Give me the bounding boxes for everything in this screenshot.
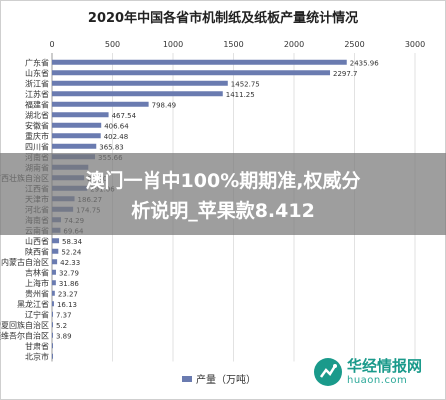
bar xyxy=(52,301,54,307)
bar xyxy=(52,101,149,107)
data-label: 42.33 xyxy=(60,259,80,267)
watermark: 华经情报网 huaon.com xyxy=(313,352,435,392)
chart-title: 2020年中国各省市机制纸及纸板产量统计情况 xyxy=(88,10,358,26)
category-label: 山西省 xyxy=(25,236,49,246)
bar xyxy=(52,122,102,128)
overlay-line-2: 析说明_苹果款8.412 xyxy=(131,200,315,222)
legend-swatch xyxy=(182,376,192,382)
legend-label: 产量（万吨） xyxy=(196,373,256,386)
category-label: 四川省 xyxy=(25,141,49,151)
data-label: 3.89 xyxy=(56,332,72,340)
x-tick-label: 3000 xyxy=(405,40,425,49)
category-label: 重庆市 xyxy=(25,131,49,141)
data-label: 365.83 xyxy=(99,143,124,151)
data-label: 16.13 xyxy=(57,301,77,309)
bar xyxy=(52,353,53,359)
category-label: 贵州省 xyxy=(25,288,49,298)
bar xyxy=(52,269,56,275)
data-label: 402.48 xyxy=(104,133,128,141)
data-label: 1411.25 xyxy=(226,91,255,99)
overlay-caption: 澳门一肖中100%期期准,权威分 析说明_苹果款8.412 xyxy=(12,166,434,226)
bar xyxy=(52,280,56,286)
category-label: 新疆维吾尔自治区 xyxy=(0,330,49,340)
watermark-logo-icon xyxy=(314,358,342,386)
category-label: 内蒙古自治区 xyxy=(1,257,49,267)
legend: 产量（万吨） xyxy=(182,373,256,386)
category-label: 辽宁省 xyxy=(25,309,49,319)
data-label: 2297.7 xyxy=(333,70,358,78)
x-tick-label: 1500 xyxy=(223,40,243,49)
data-label: 798.49 xyxy=(152,101,177,109)
x-tick-label: 2000 xyxy=(284,40,304,49)
category-label: 上海市 xyxy=(25,278,49,288)
category-label: 安徽省 xyxy=(25,120,49,130)
watermark-url: huaon.com xyxy=(347,374,408,386)
category-label: 宁夏回族自治区 xyxy=(0,320,49,330)
bar xyxy=(52,80,228,86)
category-label: 甘肃省 xyxy=(25,341,49,351)
bar xyxy=(52,311,53,317)
bar xyxy=(52,290,55,296)
bar xyxy=(52,332,53,338)
bar xyxy=(52,70,331,76)
x-tick-label: 500 xyxy=(105,40,120,49)
data-label: 406.64 xyxy=(104,122,129,130)
category-label: 福建省 xyxy=(25,99,49,109)
data-label: 31.86 xyxy=(59,280,80,288)
category-label: 黑龙江省 xyxy=(17,299,49,309)
category-label: 山东省 xyxy=(25,68,49,78)
data-label: 7.37 xyxy=(56,311,72,319)
category-label: 浙江省 xyxy=(25,78,49,88)
category-label: 广东省 xyxy=(25,57,49,67)
bar xyxy=(52,112,109,118)
bar xyxy=(52,322,53,328)
overlay-line-1: 澳门一肖中100%期期准,权威分 xyxy=(85,170,361,192)
category-label: 陕西省 xyxy=(25,246,49,256)
data-label: 1452.75 xyxy=(231,80,260,88)
overlay-band xyxy=(0,153,446,235)
bar xyxy=(52,248,59,254)
category-label: 北京市 xyxy=(25,351,49,361)
category-label: 吉林省 xyxy=(25,267,49,277)
x-tick-label: 1000 xyxy=(163,40,183,49)
category-label: 湖北省 xyxy=(25,110,49,120)
x-tick-label: 0 xyxy=(49,40,54,49)
data-label: 5.2 xyxy=(56,322,67,330)
data-label: 467.54 xyxy=(112,112,137,120)
data-label: 32.79 xyxy=(59,269,79,277)
bar xyxy=(52,59,347,65)
bar xyxy=(52,133,101,139)
bar xyxy=(52,143,97,149)
watermark-name: 华经情报网 xyxy=(347,356,423,375)
bar xyxy=(52,91,223,97)
bar xyxy=(52,343,53,349)
data-label: 52.24 xyxy=(61,248,82,256)
data-label: 23.27 xyxy=(58,290,78,298)
data-label: 58.34 xyxy=(62,238,83,246)
category-label: 江苏省 xyxy=(25,89,49,99)
bar xyxy=(52,259,58,265)
x-tick-label: 2500 xyxy=(344,40,364,49)
data-label: 2435.96 xyxy=(350,59,379,67)
bar xyxy=(52,238,60,244)
